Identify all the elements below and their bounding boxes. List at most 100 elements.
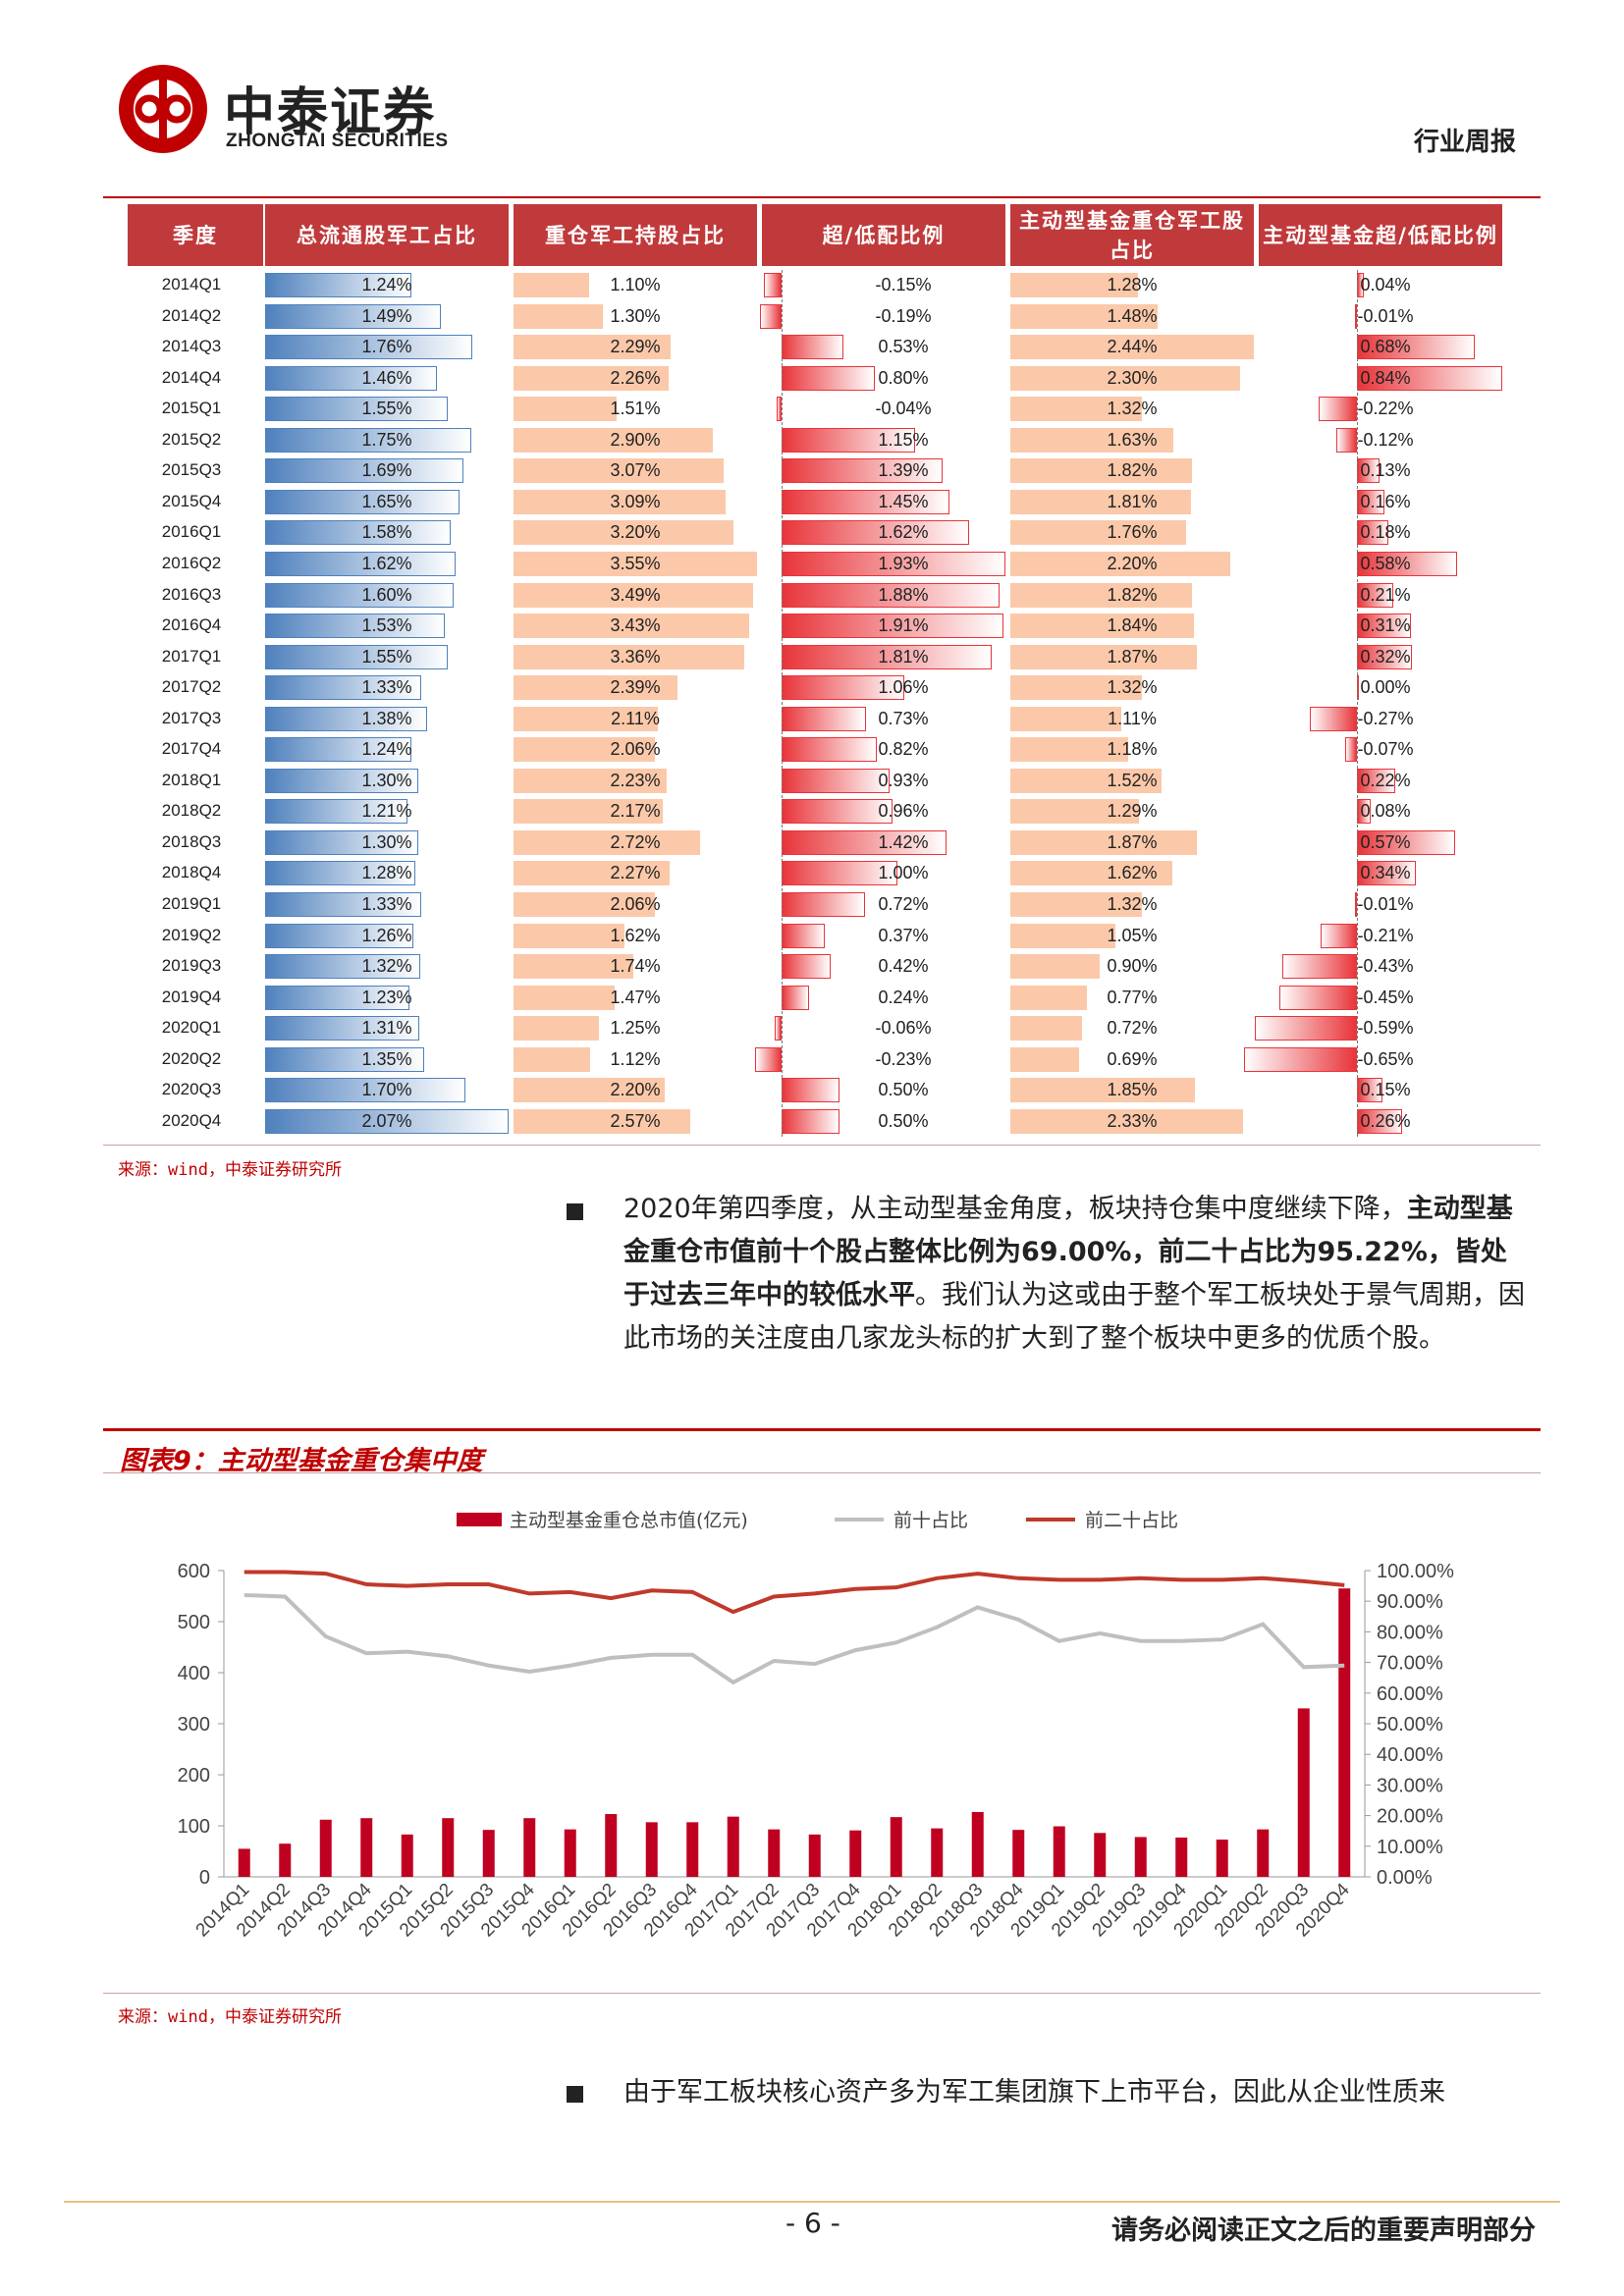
row-quarter: 2020Q2: [161, 1048, 222, 1068]
active-underweight-bar: [1310, 706, 1357, 731]
holding-share-value: 2.23%: [610, 770, 661, 790]
market-value-bar: [1257, 1829, 1270, 1877]
active-overweight-value: -0.45%: [1357, 987, 1414, 1007]
total-share-value: 1.28%: [361, 863, 412, 883]
active-overweight-bar: [1357, 335, 1475, 360]
total-share-bar: [265, 582, 454, 608]
brand-name-en: ZHONGTAI SECURITIES: [226, 131, 449, 151]
row-quarter: 2015Q3: [161, 460, 222, 480]
market-value-bar: [890, 1817, 902, 1877]
left-tick-label: 500: [178, 1612, 210, 1633]
holding-share-value: 2.90%: [610, 429, 661, 450]
left-tick-label: 300: [178, 1714, 210, 1735]
active-fund-share-value: 1.05%: [1107, 925, 1158, 945]
active-fund-share-value: 1.76%: [1107, 522, 1158, 543]
total-share-value: 1.58%: [361, 522, 412, 543]
holding-share-value: 3.09%: [610, 491, 661, 511]
active-overweight-bar: [1357, 768, 1395, 793]
company-logo: [116, 62, 210, 156]
overweight-value: 0.42%: [878, 956, 929, 977]
overweight-bar: [782, 923, 825, 948]
holding-share-value: 1.12%: [610, 1048, 661, 1069]
active-fund-share-bar: [1010, 861, 1172, 886]
legend-label: 主动型基金重仓总市值(亿元): [510, 1510, 748, 1531]
row-quarter: 2020Q1: [161, 1018, 222, 1038]
holding-share-value: 2.57%: [610, 1110, 661, 1131]
row-quarter: 2018Q2: [161, 801, 222, 821]
active-fund-share-bar: [1010, 458, 1192, 484]
overweight-value: 1.45%: [878, 491, 929, 511]
total-share-bar: [265, 520, 452, 546]
total-share-value: 1.46%: [361, 367, 412, 388]
overweight-bar: [782, 1108, 840, 1134]
holding-share-value: 1.25%: [610, 1018, 661, 1039]
market-value-bar: [931, 1828, 944, 1877]
para-text-2: 。我们认为这或由于整个军工板块处于景气周期，因此市场的关注度由几家龙头标的扩大到…: [623, 1280, 1525, 1354]
underweight-bar: [754, 1046, 782, 1072]
active-fund-share-value: 1.28%: [1107, 275, 1158, 294]
overweight-bar: [782, 489, 950, 514]
active-overweight-bar: [1357, 1108, 1402, 1134]
market-value-bar: [1216, 1840, 1228, 1877]
active-fund-share-value: 1.81%: [1107, 491, 1158, 511]
row-quarter: 2016Q1: [161, 522, 222, 542]
active-fund-share-value: 1.87%: [1107, 831, 1158, 852]
overweight-bar: [782, 737, 877, 763]
active-fund-share-value: 0.77%: [1107, 987, 1158, 1007]
row-quarter: 2018Q4: [161, 863, 222, 882]
overweight-value: 1.62%: [878, 522, 929, 543]
total-share-bar: [265, 614, 446, 639]
overweight-bar: [782, 458, 944, 484]
row-quarter: 2015Q1: [161, 399, 222, 418]
active-overweight-value: -0.07%: [1357, 739, 1414, 760]
active-overweight-value: -0.21%: [1357, 925, 1414, 945]
holding-share-value: 3.55%: [610, 553, 661, 573]
holding-share-bar: [514, 273, 589, 297]
market-value-bar: [849, 1830, 862, 1877]
active-underweight-bar: [1355, 892, 1358, 917]
active-overweight-value: 0.15%: [1360, 1080, 1411, 1100]
total-share-bar: [265, 829, 418, 855]
active-overweight-value: 0.00%: [1360, 677, 1411, 698]
total-share-bar: [265, 397, 448, 422]
holding-share-value: 3.43%: [610, 615, 661, 636]
total-share-value: 1.24%: [361, 739, 412, 760]
footer-rule: [64, 2201, 1560, 2203]
total-share-bar: [265, 1046, 424, 1072]
total-share-value: 1.60%: [361, 584, 412, 605]
active-overweight-bar: [1357, 551, 1458, 576]
right-tick-label: 90.00%: [1377, 1591, 1443, 1613]
holding-share-value: 1.62%: [610, 925, 661, 945]
active-underweight-bar: [1335, 427, 1357, 453]
active-fund-share-bar: [1010, 644, 1198, 669]
active-overweight-bar: [1357, 1078, 1383, 1103]
market-value-bar: [605, 1814, 618, 1877]
active-fund-share-value: 2.20%: [1107, 553, 1158, 573]
overweight-bar: [782, 520, 970, 546]
row-quarter: 2018Q3: [161, 831, 222, 851]
figure-title: 图表9：主动型基金重仓集中度: [120, 1446, 483, 1476]
holding-share-value: 2.06%: [610, 894, 661, 914]
right-tick-label: 20.00%: [1377, 1806, 1443, 1828]
row-quarter: 2017Q3: [161, 708, 222, 727]
para-bold: 主动型基金重仓市值前十个股占整体比例为69.00%，前二十占比为95.22%，皆…: [623, 1194, 1513, 1310]
para-text: 2020年第四季度，从主动型基金角度，板块持仓集中度继续下降，: [623, 1194, 1407, 1224]
total-share-bar: [265, 675, 422, 701]
underweight-bar: [764, 273, 782, 297]
report-type: 行业周报: [1413, 128, 1516, 157]
overweight-value: 1.39%: [878, 460, 929, 481]
active-fund-share-bar: [1010, 737, 1128, 763]
total-share-bar: [265, 303, 441, 329]
market-value-bar: [279, 1843, 292, 1877]
total-share-value: 1.55%: [361, 399, 412, 419]
underweight-bar: [777, 397, 782, 422]
market-value-bar: [686, 1822, 699, 1877]
overweight-bar: [782, 892, 866, 917]
market-value-bar: [768, 1829, 781, 1877]
active-overweight-value: -0.01%: [1357, 305, 1414, 326]
active-fund-share-bar: [1010, 273, 1139, 297]
right-tick-label: 50.00%: [1377, 1714, 1443, 1735]
holding-share-bar: [514, 923, 625, 948]
market-value-bar: [645, 1822, 658, 1877]
holding-share-value: 2.29%: [610, 337, 661, 357]
